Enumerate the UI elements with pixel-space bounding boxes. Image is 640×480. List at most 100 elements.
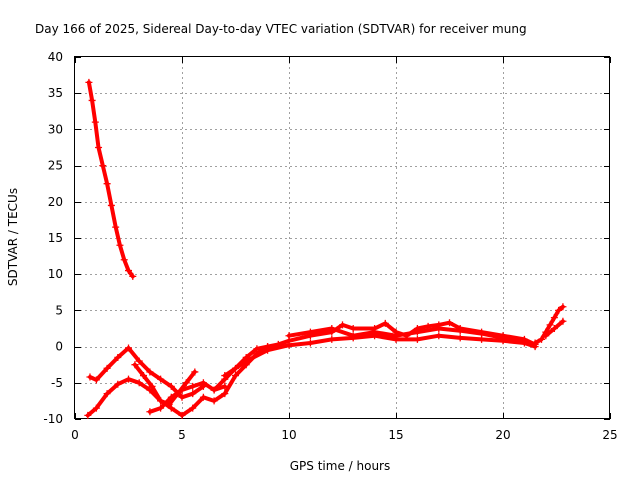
data-point-marker [199, 393, 207, 401]
data-point-marker [157, 397, 165, 405]
data-point-marker [178, 386, 186, 394]
data-trace [147, 380, 227, 414]
x-tick-label: 20 [495, 428, 510, 442]
data-point-marker [339, 321, 346, 329]
data-point-marker [253, 345, 261, 353]
data-point-marker [413, 328, 421, 336]
chart-title: Day 166 of 2025, Sidereal Day-to-day VTE… [35, 22, 527, 36]
y-tick-label: 5 [55, 303, 63, 317]
data-point-marker [112, 223, 120, 231]
data-point-marker [103, 180, 111, 188]
y-tick-label: 30 [48, 122, 63, 136]
x-tick-label: 5 [178, 428, 186, 442]
y-tick-label: 35 [48, 86, 63, 100]
data-point-marker [167, 393, 175, 401]
data-trace [222, 333, 538, 378]
data-point-marker [86, 373, 94, 381]
data-point-marker [538, 335, 546, 343]
data-point-marker [221, 390, 229, 398]
data-point-marker [135, 357, 143, 365]
data-points [84, 78, 567, 419]
data-point-marker [520, 337, 528, 345]
data-point-marker [550, 325, 558, 332]
data-point-marker [555, 306, 563, 314]
data-point-marker [392, 332, 400, 340]
y-axis-label: SDTVAR / TECUs [6, 188, 20, 286]
grid [75, 57, 610, 419]
data-point-marker [99, 162, 107, 170]
data-point-marker [178, 393, 186, 401]
data-point-marker [116, 241, 124, 249]
data-point-marker [232, 372, 239, 380]
axis-ticks: 0 5 10 15 20 25 -10 -5 0 5 10 15 20 25 30 35 40 [43, 50, 617, 442]
data-trace [287, 326, 527, 343]
data-point-marker [546, 321, 554, 329]
data-trace [85, 344, 270, 418]
data-point-marker [499, 334, 507, 342]
data-point-marker [349, 332, 357, 340]
data-point-marker [131, 361, 139, 369]
data-point-marker [189, 382, 197, 390]
data-point-marker [95, 144, 103, 151]
data-point-marker [456, 327, 464, 335]
data-point-marker [221, 372, 229, 380]
y-tick-label: 0 [55, 340, 63, 354]
data-point-marker [531, 339, 539, 347]
data-point-marker [103, 364, 111, 372]
data-point-marker [381, 319, 389, 327]
data-point-marker [157, 404, 165, 412]
y-tick-label: 25 [48, 159, 63, 173]
data-point-marker [146, 408, 154, 416]
data-point-marker [285, 332, 293, 340]
x-axis-label: GPS time / hours [290, 459, 391, 473]
data-point-marker [210, 397, 218, 405]
data-point-marker [157, 375, 165, 383]
data-point-marker [88, 96, 96, 104]
data-point-marker [84, 411, 92, 419]
y-tick-label: -5 [51, 376, 63, 390]
data-point-marker [129, 272, 137, 280]
data-point-marker [107, 201, 115, 209]
data-point-marker [114, 353, 122, 361]
data-point-marker [199, 379, 207, 387]
data-point-marker [349, 325, 357, 332]
data-point-marker [125, 344, 132, 352]
data-point-marker [92, 376, 100, 384]
data-point-marker [264, 346, 272, 354]
data-point-marker [189, 390, 197, 398]
x-tick-label: 15 [388, 428, 403, 442]
data-point-marker [178, 411, 186, 419]
data-point-marker [135, 379, 143, 387]
data-trace [86, 80, 135, 279]
data-point-marker [91, 118, 99, 126]
data-point-marker [242, 357, 250, 365]
x-tick-label: 25 [602, 428, 617, 442]
data-point-marker [306, 339, 314, 347]
data-point-marker [559, 303, 567, 311]
data-point-marker [167, 404, 175, 412]
plot-frame [74, 56, 610, 419]
data-point-marker [435, 325, 443, 332]
y-tick-label: 15 [48, 231, 63, 245]
data-point-marker [413, 335, 421, 343]
data-point-marker [559, 317, 567, 325]
x-tick-label: 0 [71, 428, 79, 442]
data-point-marker [210, 386, 218, 394]
data-point-marker [139, 372, 147, 380]
data-point-marker [478, 330, 486, 338]
data-point-marker [125, 375, 132, 383]
data-point-marker [328, 335, 336, 343]
data-point-marker [456, 334, 464, 342]
data-point-marker [328, 325, 336, 332]
data-point-marker [191, 368, 199, 376]
data-point-marker [146, 368, 154, 376]
data-point-marker [371, 328, 379, 336]
data-point-marker [148, 382, 156, 390]
data-point-marker [103, 390, 111, 398]
data-point-marker [446, 319, 453, 327]
y-tick-label: 10 [48, 267, 63, 281]
data-point-marker [182, 379, 190, 387]
data-point-marker [92, 404, 100, 412]
data-point-marker [167, 382, 175, 390]
